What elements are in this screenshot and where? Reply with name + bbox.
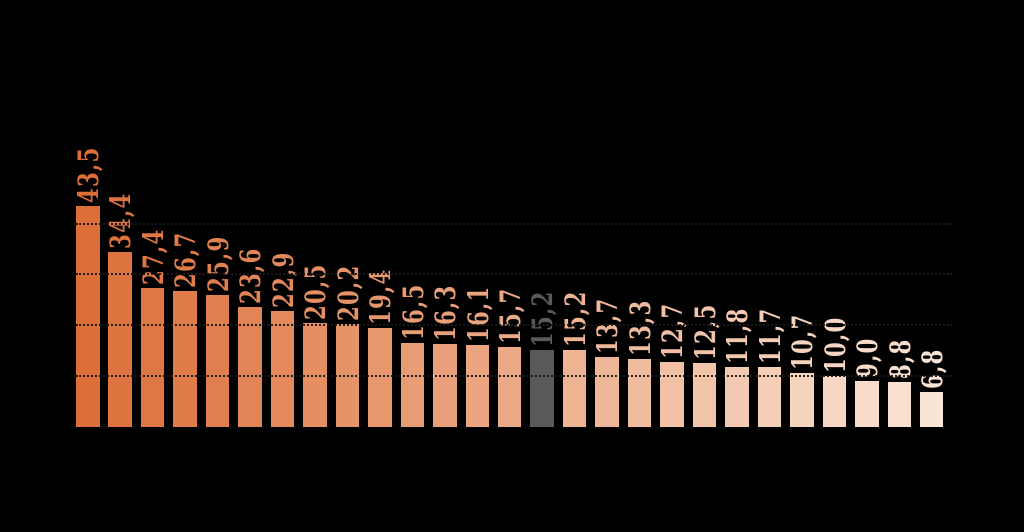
bar-value-label: 16,1	[461, 285, 495, 343]
bar	[627, 359, 652, 427]
value-gridline	[76, 375, 953, 378]
bar	[238, 306, 262, 427]
bar	[140, 287, 165, 427]
bar	[368, 328, 392, 427]
bar-value-label: 15,2	[526, 290, 560, 347]
bar-value-label: 27,4	[136, 228, 170, 285]
value-gridline	[76, 222, 953, 225]
bar	[76, 205, 100, 427]
bar	[595, 357, 619, 427]
bar-value-label: 20,5	[299, 263, 333, 320]
bar	[433, 344, 457, 427]
bar	[497, 347, 522, 427]
bar	[887, 382, 911, 427]
bar-value-label: 11,8	[721, 307, 755, 364]
bar	[562, 349, 587, 427]
bar-value-label: 12,5	[688, 304, 722, 361]
bar-value-label: 10,7	[786, 313, 820, 370]
bar-value-label: 15,7	[493, 287, 527, 345]
bar	[725, 366, 749, 427]
bar-value-label: 34,4	[104, 192, 138, 249]
bar-value-label: 9,0	[851, 337, 885, 379]
bar-value-label: 25,9	[201, 235, 235, 293]
bar-value-label: 15,2	[558, 290, 592, 347]
bar	[757, 367, 782, 427]
bar-value-label: 6,8	[915, 348, 949, 390]
bar	[270, 310, 295, 427]
bar	[303, 322, 327, 427]
bar	[790, 372, 814, 427]
bar-value-label: 23,6	[234, 247, 268, 304]
bar-value-label: 13,3	[623, 299, 657, 357]
bar	[855, 381, 879, 427]
bar-value-label: 26,7	[169, 231, 203, 289]
bar	[205, 295, 230, 427]
value-gridline	[76, 273, 953, 276]
bar	[465, 345, 490, 427]
bar-highlighted	[530, 349, 554, 427]
bar	[692, 363, 717, 427]
bar	[919, 392, 944, 427]
bar-value-label: 8,8	[883, 338, 917, 380]
bar-value-label: 11,7	[753, 308, 787, 365]
value-gridline	[76, 324, 953, 327]
bar	[108, 252, 132, 427]
bar-value-label: 43,5	[72, 146, 105, 203]
bar	[400, 343, 425, 427]
bar	[660, 362, 684, 427]
bar-value-label: 12,7	[656, 302, 690, 360]
bar-value-label: 19,4	[364, 268, 398, 326]
bar-value-label: 16,3	[429, 284, 463, 342]
bar-value-label: 16,5	[396, 283, 430, 341]
bar-value-label: 22,9	[266, 251, 300, 308]
bar	[173, 291, 197, 427]
bar	[822, 376, 847, 427]
